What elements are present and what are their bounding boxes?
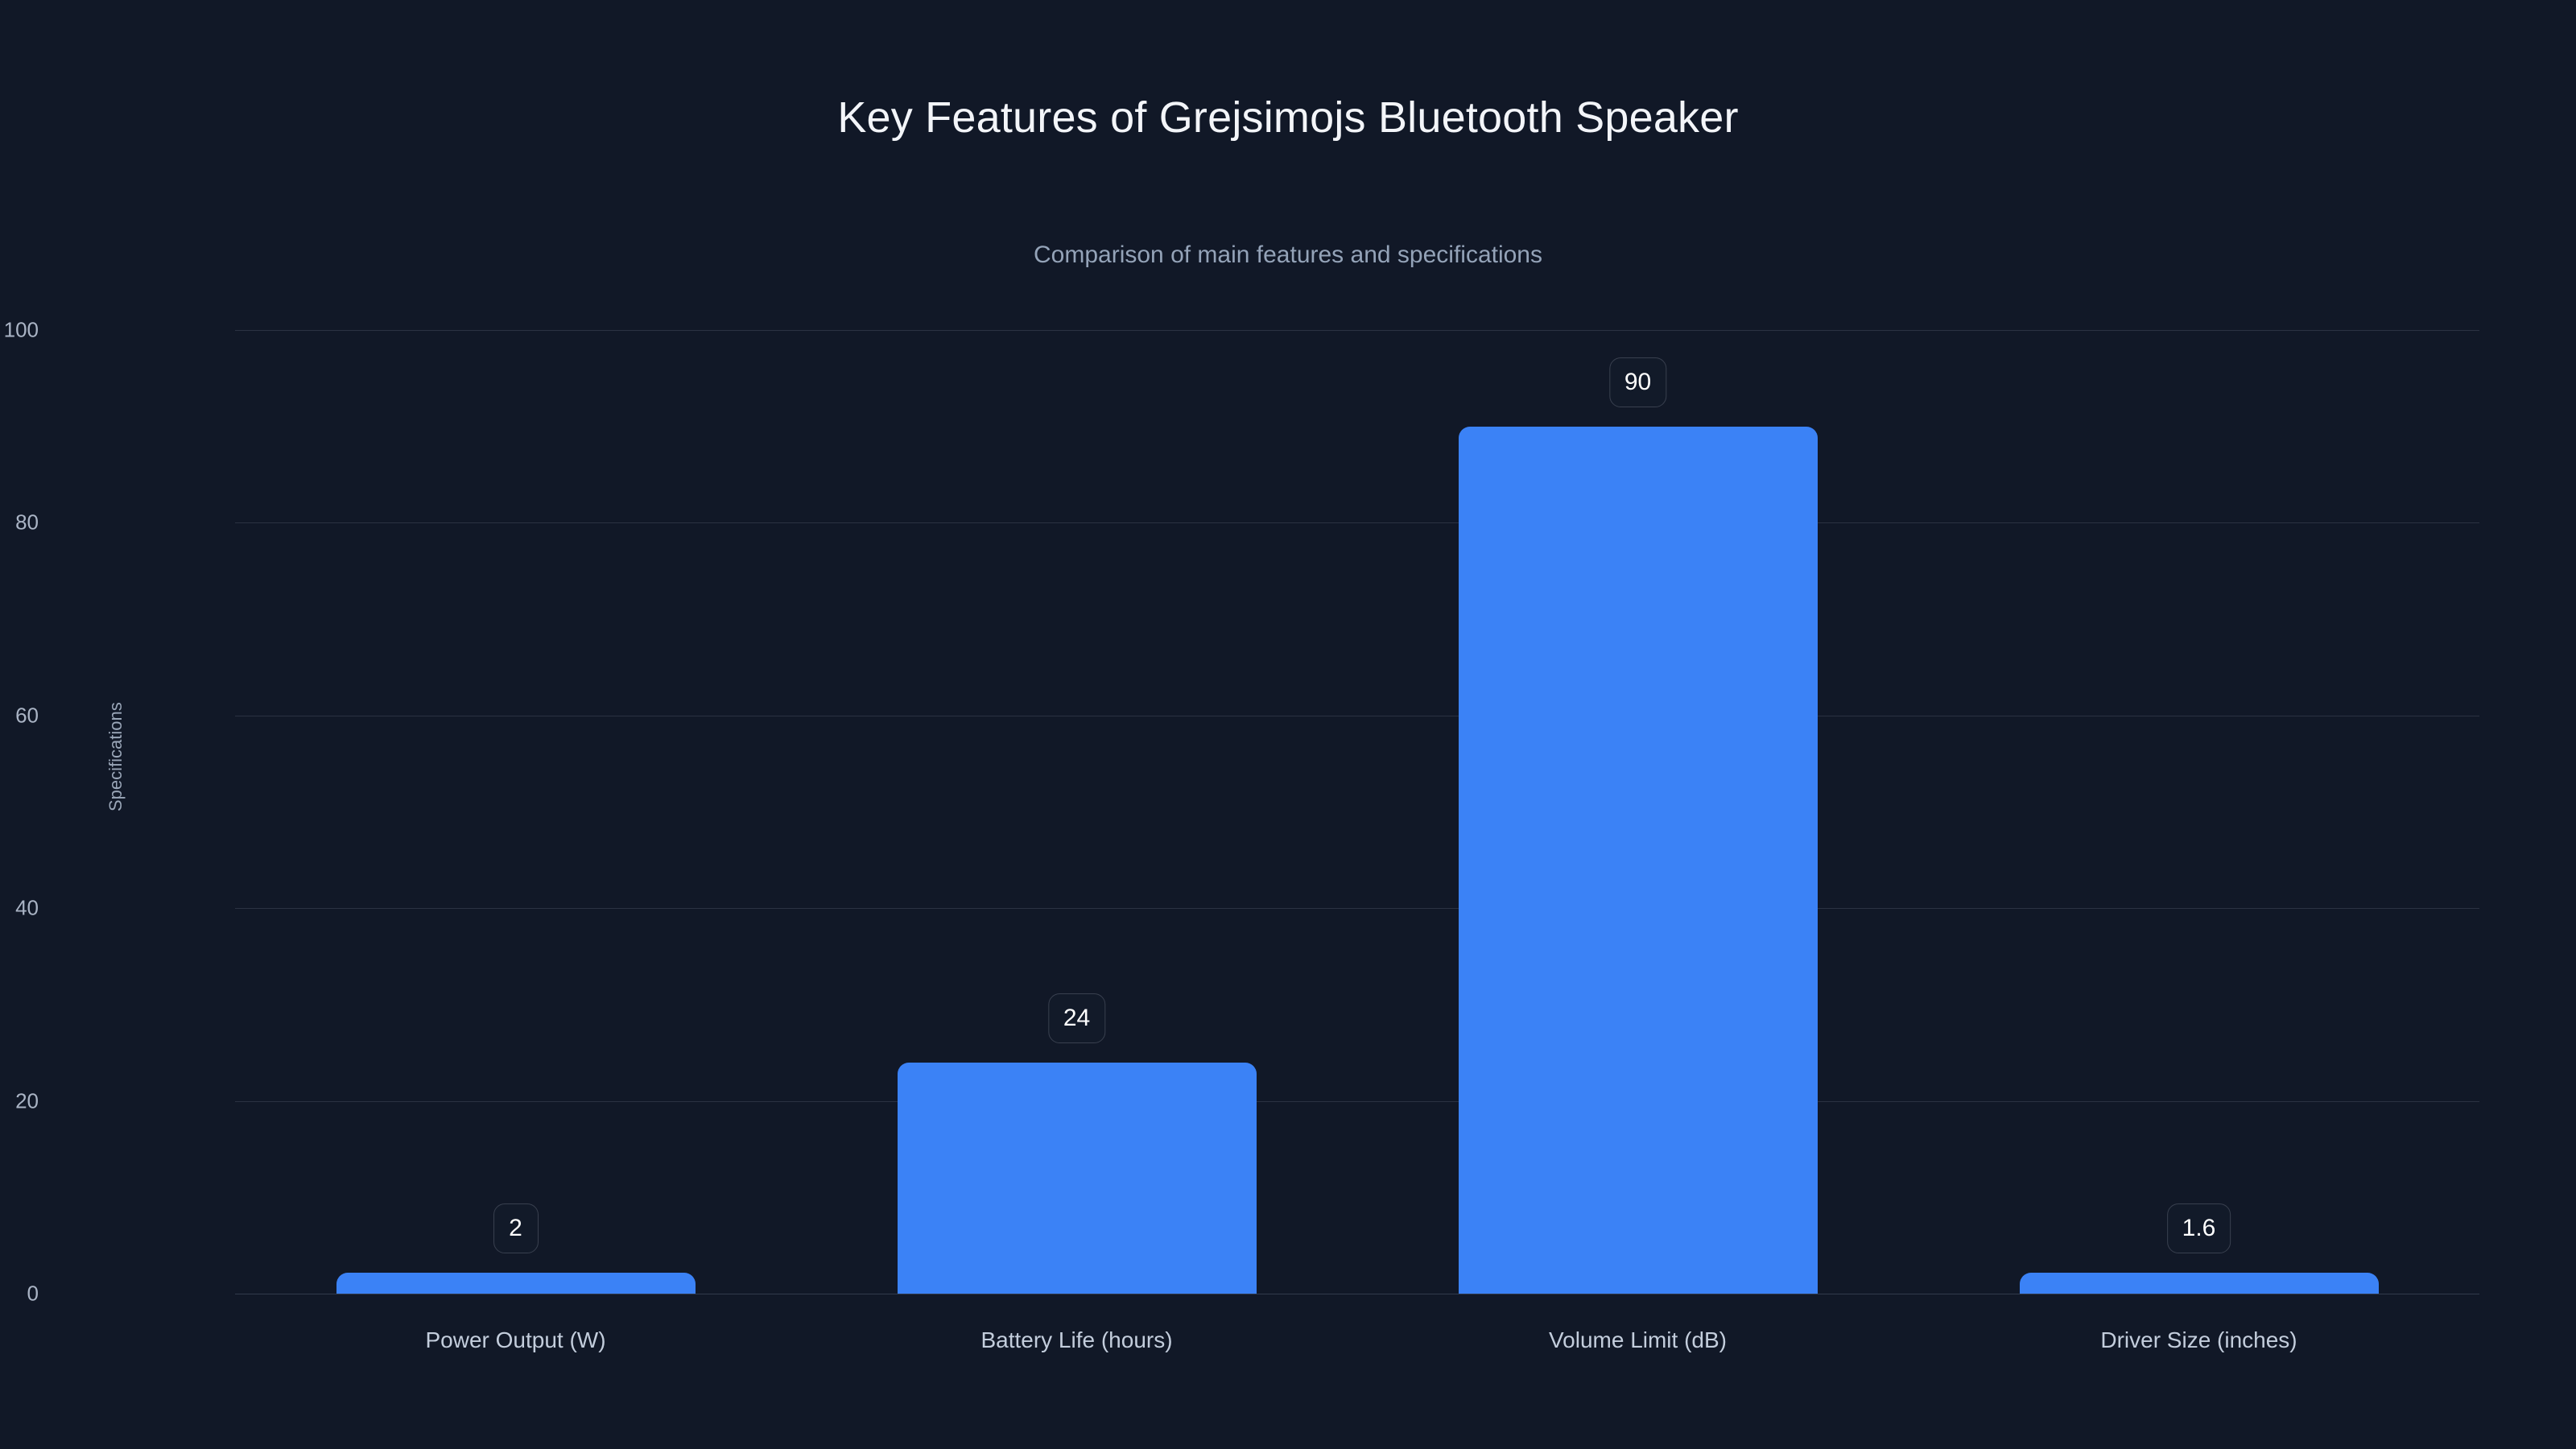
bars-layer: [235, 330, 2479, 1294]
x-axis-tick-label: Volume Limit (dB): [1549, 1327, 1727, 1352]
bar-value-label: 90: [1608, 357, 1667, 407]
bar[interactable]: [897, 1062, 1257, 1294]
plot-area: [235, 330, 2479, 1294]
x-axis-tick-label: Battery Life (hours): [980, 1327, 1173, 1352]
y-axis-tick-label: 60: [15, 703, 39, 728]
bar[interactable]: [1458, 426, 1818, 1294]
gridline: [235, 1100, 2479, 1102]
gridline: [235, 330, 2479, 331]
y-axis-tick-label: 40: [15, 895, 39, 920]
y-axis-tick-label: 0: [27, 1281, 39, 1306]
chart-title: Key Features of Grejsimojs Bluetooth Spe…: [837, 93, 1739, 142]
gridline: [235, 522, 2479, 524]
bar[interactable]: [336, 1273, 696, 1294]
chart-subtitle: Comparison of main features and specific…: [1034, 242, 1542, 268]
x-axis-tick-label: Power Output (W): [425, 1327, 606, 1352]
y-axis-tick-label: 20: [15, 1088, 39, 1113]
bar-value-label: 1.6: [2166, 1203, 2231, 1253]
bar-value-label: 24: [1047, 993, 1106, 1043]
y-axis-title: Specifications: [105, 702, 126, 811]
bar[interactable]: [2019, 1273, 2379, 1294]
bar-value-label: 2: [493, 1203, 539, 1253]
y-axis-tick-label: 80: [15, 510, 39, 535]
x-axis-tick-label: Driver Size (inches): [2100, 1327, 2297, 1352]
gridline: [235, 908, 2479, 910]
y-axis-tick-label: 100: [3, 317, 39, 342]
